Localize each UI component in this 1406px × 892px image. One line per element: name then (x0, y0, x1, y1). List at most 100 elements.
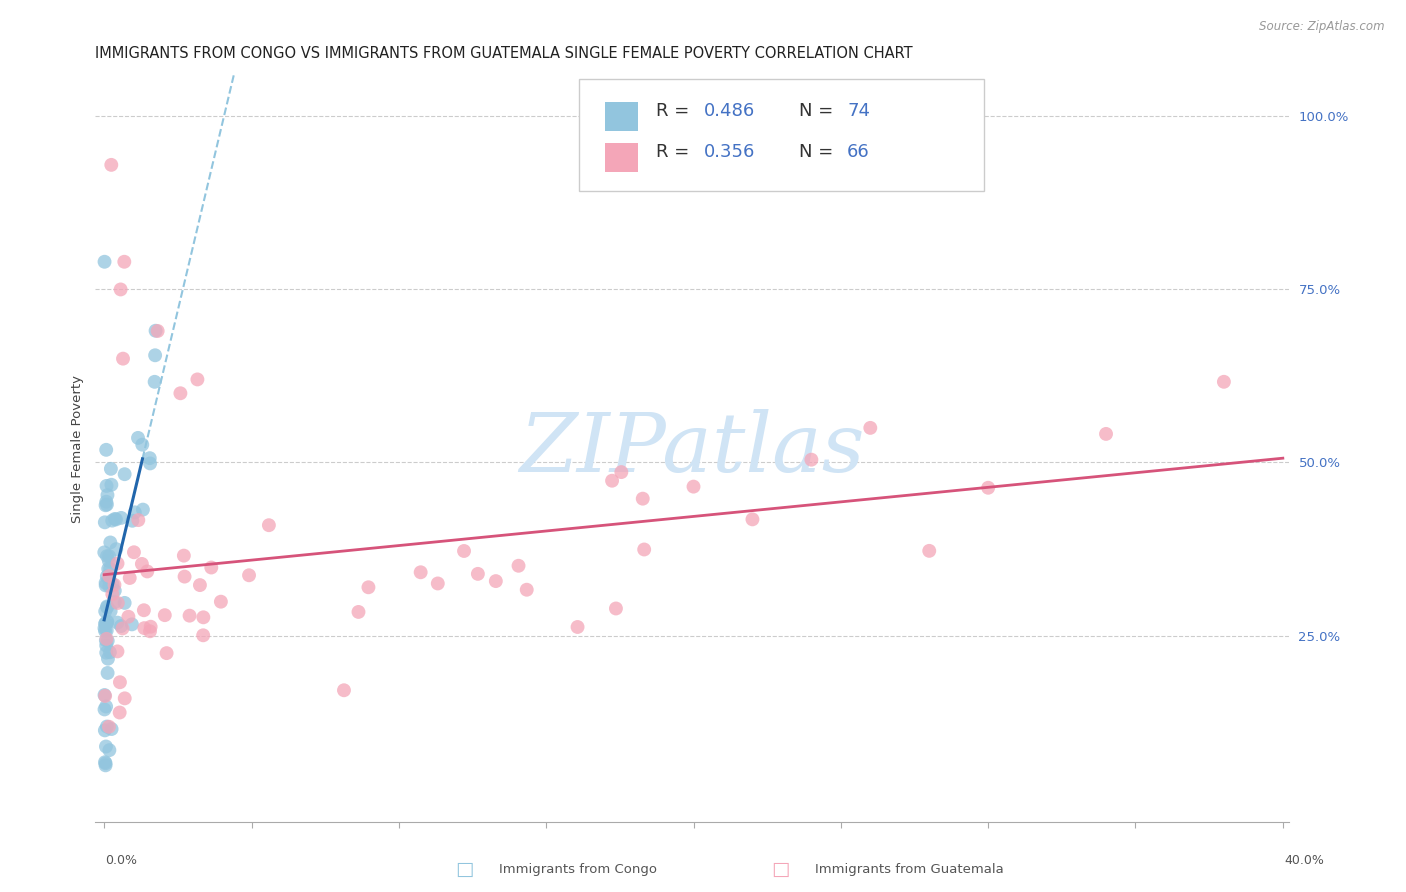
Point (112, 254, 135, 268)
Point (631, 491, 654, 506)
Point (96, 599, 118, 614)
Point (94, 498, 117, 512)
Text: □: □ (770, 860, 790, 880)
Point (516, 582, 538, 597)
Point (96, 498, 118, 512)
Point (108, 706, 131, 720)
Point (132, 603, 155, 617)
Point (333, 683, 356, 698)
Point (107, 557, 129, 571)
Point (97, 651, 120, 665)
Point (104, 512, 127, 526)
Point (127, 513, 149, 527)
Point (97, 720, 120, 734)
Point (101, 577, 124, 591)
Point (108, 675, 131, 690)
Point (93, 702, 115, 716)
Text: Immigrants from Congo: Immigrants from Congo (499, 863, 657, 876)
Point (633, 542, 655, 557)
Point (179, 608, 201, 623)
Point (173, 549, 195, 563)
Point (96, 442, 118, 457)
Point (94, 755, 117, 769)
Point (146, 324, 169, 338)
Point (121, 617, 143, 632)
Point (139, 451, 162, 466)
Point (347, 605, 370, 619)
Point (139, 457, 162, 471)
Point (96, 600, 118, 615)
Point (118, 571, 141, 585)
Point (96, 632, 118, 646)
Point (605, 601, 627, 615)
Point (93, 545, 115, 559)
Point (173, 569, 195, 583)
Point (96, 479, 118, 493)
Text: N =: N = (800, 143, 839, 161)
Point (97, 554, 120, 568)
Point (110, 619, 132, 633)
Point (93, 254, 115, 268)
Point (103, 578, 125, 592)
Text: 74: 74 (848, 102, 870, 120)
Point (107, 615, 129, 630)
Point (209, 595, 232, 609)
Point (100, 462, 122, 476)
Point (96, 720, 118, 734)
Point (139, 624, 162, 639)
Point (104, 583, 127, 598)
Point (145, 324, 167, 338)
Point (96, 624, 118, 638)
Point (97, 665, 120, 680)
Text: 40.0%: 40.0% (1285, 854, 1324, 867)
Point (426, 576, 449, 591)
Point (117, 609, 139, 624)
Point (101, 587, 124, 601)
Point (186, 372, 208, 386)
Point (110, 511, 132, 525)
Point (105, 542, 128, 557)
Text: Immigrants from Guatemala: Immigrants from Guatemala (815, 863, 1004, 876)
Point (104, 595, 127, 609)
Point (94, 723, 117, 738)
Point (124, 505, 146, 519)
Point (114, 691, 136, 706)
Point (155, 646, 177, 660)
Point (131, 557, 153, 571)
Point (100, 477, 122, 491)
Point (94, 575, 117, 590)
Point (467, 566, 489, 581)
Point (93, 621, 115, 635)
Text: □: □ (454, 860, 474, 880)
Point (143, 348, 166, 362)
Point (110, 282, 132, 296)
Point (97, 562, 120, 576)
Point (153, 608, 176, 623)
Point (94, 604, 117, 618)
Point (98, 579, 121, 593)
Point (98, 743, 121, 757)
Point (200, 560, 222, 574)
Point (169, 386, 191, 401)
Point (96, 549, 118, 563)
Point (1212, 375, 1234, 389)
Point (121, 514, 143, 528)
Point (94, 689, 117, 703)
Point (508, 558, 530, 573)
Point (134, 621, 156, 635)
Text: R =: R = (657, 143, 695, 161)
Point (567, 620, 589, 634)
Point (94, 516, 117, 530)
Point (94, 758, 117, 772)
Point (96, 494, 118, 508)
Point (238, 568, 260, 582)
Point (94, 633, 117, 648)
Point (100, 158, 122, 172)
Point (96, 615, 118, 629)
Point (188, 578, 211, 592)
Point (96, 646, 118, 660)
Text: N =: N = (800, 102, 839, 120)
Point (98, 535, 121, 549)
Point (193, 610, 215, 624)
Point (94, 578, 117, 592)
